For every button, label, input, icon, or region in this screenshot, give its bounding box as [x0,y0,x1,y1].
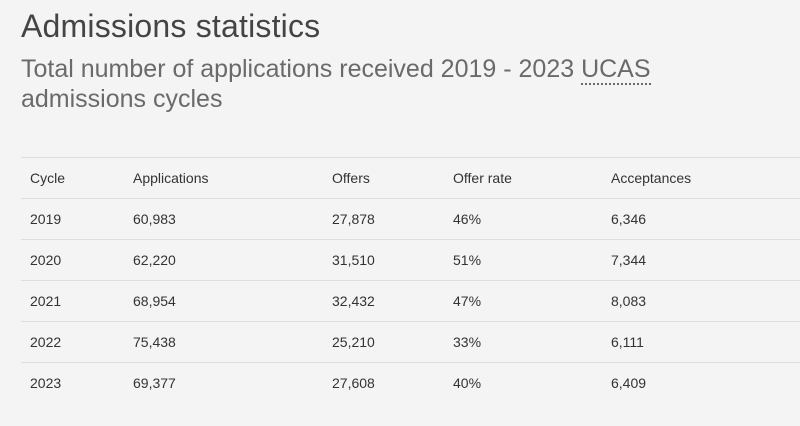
cell-acceptances: 6,346 [611,211,647,227]
column-header-offer-rate: Offer rate [453,170,512,186]
table-body: 2019 60,983 27,878 46% 6,346 2020 62,220… [21,199,800,404]
cell-offer-rate: 51% [453,252,482,268]
cell-acceptances: 7,344 [611,252,647,268]
page-subtitle: Total number of applications received 20… [21,54,781,114]
table-row: 2023 69,377 27,608 40% 6,409 [21,363,800,404]
cell-cycle: 2022 [30,334,62,350]
subtitle-text-start: Total number of applications received 20… [21,55,582,83]
column-header-acceptances: Acceptances [611,170,692,186]
cell-cycle: 2020 [30,252,62,268]
header-row: Cycle Applications Offers Offer rate Acc… [21,157,800,199]
cell-acceptances: 6,409 [611,375,647,391]
table-row: 2020 62,220 31,510 51% 7,344 [21,240,800,281]
cell-applications: 60,983 [133,211,176,227]
table-row: 2021 68,954 32,432 47% 8,083 [21,281,800,322]
column-header-cycle: Cycle [30,170,66,186]
cell-offers: 25,210 [332,334,375,350]
cell-offers: 27,608 [332,375,375,391]
subtitle-text-end: admissions cycles [21,85,223,113]
table-row: 2022 75,438 25,210 33% 6,111 [21,322,800,363]
cell-offers: 27,878 [332,211,375,227]
cell-cycle: 2023 [30,375,62,391]
cell-offer-rate: 33% [453,334,482,350]
cell-offer-rate: 40% [453,375,482,391]
ucas-abbreviation[interactable]: UCAS [581,55,651,85]
page-title: Admissions statistics [21,8,321,44]
cell-cycle: 2019 [30,211,62,227]
column-header-offers: Offers [332,170,370,186]
admissions-table: Cycle Applications Offers Offer rate Acc… [21,157,800,403]
cell-applications: 68,954 [133,293,176,309]
cell-acceptances: 8,083 [611,293,647,309]
cell-acceptances: 6,111 [611,334,644,350]
cell-offer-rate: 47% [453,293,482,309]
table-header: Cycle Applications Offers Offer rate Acc… [21,157,800,199]
cell-applications: 69,377 [133,375,176,391]
cell-applications: 62,220 [133,252,176,268]
table-row: 2019 60,983 27,878 46% 6,346 [21,199,800,240]
cell-cycle: 2021 [30,293,62,309]
cell-offers: 31,510 [332,252,375,268]
cell-offer-rate: 46% [453,211,482,227]
cell-offers: 32,432 [332,293,375,309]
cell-applications: 75,438 [133,334,176,350]
column-header-applications: Applications [133,170,209,186]
